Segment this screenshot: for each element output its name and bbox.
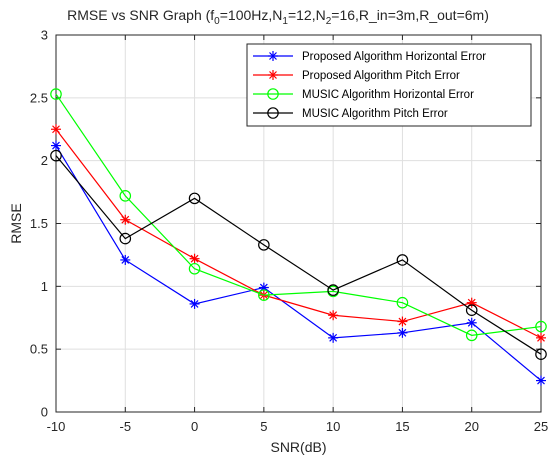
legend-marker (267, 107, 279, 119)
data-point (465, 304, 478, 317)
series-line (55, 93, 542, 336)
data-point (465, 329, 478, 342)
y-tick-label: 2.5 (30, 90, 48, 105)
x-tick-label: 5 (260, 419, 267, 434)
x-tick-label: 0 (191, 419, 198, 434)
y-tick-label: 3 (41, 28, 48, 43)
data-point (189, 253, 200, 264)
data-point (397, 327, 408, 338)
x-tick-label: -5 (120, 419, 132, 434)
x-tick-label: 15 (395, 419, 409, 434)
data-point (258, 239, 270, 251)
legend-marker (268, 70, 278, 80)
legend-label: MUSIC Algorithm Horizontal Error (302, 89, 474, 101)
x-tick-label: -10 (47, 419, 66, 434)
data-point (396, 254, 409, 266)
data-point (327, 284, 339, 296)
data-point (119, 232, 132, 245)
y-tick-label: 0.5 (30, 342, 48, 357)
y-tick-label: 2 (41, 153, 48, 168)
y-axis-title: RMSE (8, 203, 24, 243)
data-point (328, 332, 339, 343)
data-point (50, 149, 62, 162)
series-line (55, 145, 542, 382)
data-point (328, 310, 339, 321)
x-axis-title: SNR(dB) (270, 439, 326, 455)
legend-label: Proposed Algorithm Horizontal Error (302, 51, 486, 63)
legend-label: MUSIC Algorithm Pitch Error (302, 108, 448, 120)
data-point (188, 262, 201, 275)
legend-item: MUSIC Algorithm Pitch Error (253, 107, 448, 120)
legend-item: MUSIC Algorithm Horizontal Error (253, 88, 474, 101)
data-point (51, 124, 61, 135)
data-point (189, 298, 200, 309)
x-tick-label: 20 (464, 419, 478, 434)
x-tick-label: 10 (326, 419, 340, 434)
data-point (396, 296, 409, 309)
y-tick-label: 1 (41, 279, 48, 294)
series-3 (50, 88, 547, 342)
legend-item: Proposed Algorithm Horizontal Error (253, 51, 486, 63)
data-point (50, 88, 62, 100)
data-point (397, 316, 408, 327)
legend-box (246, 43, 532, 127)
legend: Proposed Algorithm Horizontal Error Propo… (246, 43, 532, 127)
data-point (120, 214, 131, 225)
data-point (188, 192, 201, 205)
y-tick-label: 1.5 (30, 216, 48, 231)
data-point (258, 289, 270, 301)
data-point (536, 375, 546, 386)
data-point (120, 254, 131, 265)
data-point (119, 190, 132, 202)
data-point (536, 332, 546, 343)
data-point (535, 348, 547, 360)
data-point (466, 317, 477, 328)
y-tick-label: 0 (41, 405, 48, 420)
legend-marker (268, 51, 278, 61)
series-line (55, 155, 542, 355)
legend-label: Proposed Algorithm Pitch Error (302, 70, 460, 82)
chart-title: RMSE vs SNR Graph (f0=100Hz,N1=12,N2=16,… (67, 7, 489, 27)
data-point (535, 320, 547, 333)
data-point (51, 140, 61, 151)
axis-ticks: -10 -5 0 5 10 15 20 25 0 0.5 1 1.5 2 2.5 3 (30, 28, 548, 435)
series-4 (50, 149, 547, 360)
series-line (55, 128, 542, 339)
legend-item: Proposed Algorithm Pitch Error (253, 70, 460, 82)
legend-marker (267, 88, 279, 100)
x-tick-label: 25 (534, 419, 548, 434)
series-layer (50, 88, 547, 386)
